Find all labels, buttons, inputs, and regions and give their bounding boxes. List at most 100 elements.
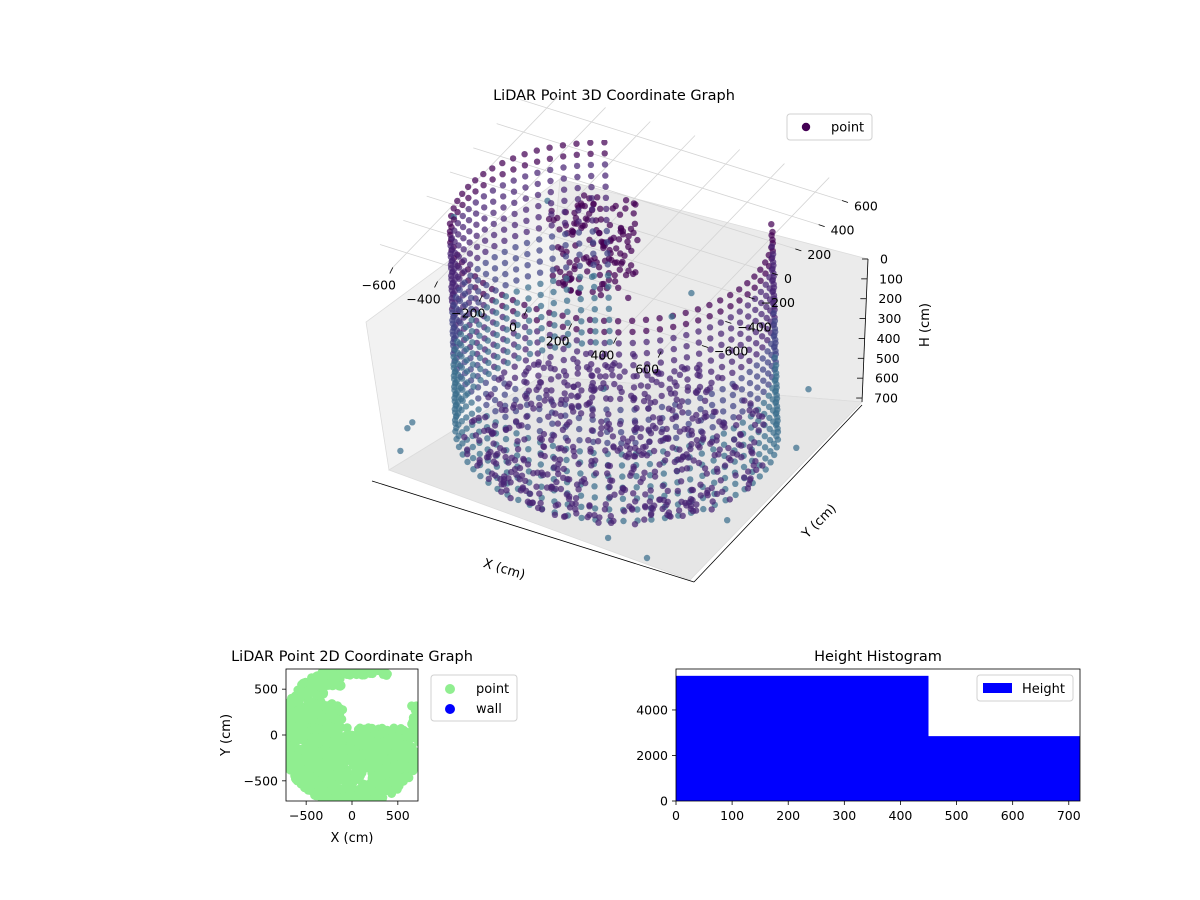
point-3d: [633, 405, 640, 412]
point-3d: [595, 264, 603, 271]
point-3d: [716, 446, 723, 453]
point-3d: [456, 275, 463, 282]
point-3d: [577, 470, 584, 477]
legend-marker-point: [445, 684, 455, 694]
point-3d: [534, 191, 542, 199]
point-2d: [298, 689, 308, 699]
point-3d: [552, 410, 559, 417]
chart-3d-ylabel: Y (cm): [799, 501, 840, 542]
point-2d: [300, 704, 310, 714]
point-3d: [464, 446, 471, 453]
point-3d: [514, 446, 522, 453]
point-3d: [488, 470, 496, 477]
point-3d: [752, 328, 760, 336]
point-3d: [607, 395, 614, 403]
point-3d: [547, 342, 554, 350]
point-3d: [476, 437, 483, 444]
point-3d: [556, 226, 563, 233]
point-3d: [576, 448, 583, 455]
point-3d: [629, 339, 636, 347]
point-3d: [651, 398, 659, 406]
point-2d: [404, 731, 414, 741]
point-3d: [713, 490, 721, 498]
point-3d: [482, 248, 489, 255]
point-3d: [569, 500, 576, 508]
point-3d: [485, 426, 492, 434]
point-3d: [643, 338, 650, 346]
point-3d: [591, 317, 599, 324]
point-3d: [487, 391, 495, 398]
point-3d: [560, 164, 567, 171]
point-3d: [459, 223, 467, 231]
point-3d: [576, 437, 583, 444]
point-3d: [535, 359, 542, 366]
point-3d: [614, 318, 622, 325]
point-3d: [573, 337, 580, 344]
point-3d: [761, 433, 768, 440]
point-3d: [455, 264, 463, 271]
point-3d: [683, 331, 690, 339]
point-3d: [575, 289, 583, 297]
point-3d: [521, 312, 528, 320]
point-3d: [521, 378, 528, 385]
point-3d: [599, 280, 606, 288]
chart-2d: LiDAR Point 2D Coordinate Graph −500 0 500…: [219, 649, 518, 846]
point-3d: [618, 260, 625, 267]
point-3d: [484, 315, 491, 322]
point-3d: [741, 474, 748, 481]
point-3d: [562, 242, 569, 249]
point-3d: [771, 343, 778, 350]
point-3d: [573, 151, 580, 158]
point-2d: [329, 780, 339, 790]
point-3d: [539, 347, 546, 354]
point-3d: [627, 262, 635, 269]
point-3d: [729, 369, 736, 376]
point-3d: [684, 398, 692, 405]
point-3d: [560, 153, 567, 160]
point-3d: [597, 205, 604, 212]
point-3d: [540, 430, 548, 438]
point-3d: [456, 286, 463, 293]
y-tick: [748, 296, 755, 300]
point-3d: [676, 403, 683, 410]
point-2d: [368, 786, 378, 796]
point-3d: [533, 386, 540, 393]
point-3d: [466, 239, 473, 246]
point-3d: [515, 343, 522, 351]
point-3d: [673, 382, 680, 389]
point-3d: [521, 162, 529, 169]
point-3d: [581, 202, 588, 210]
point-3d: [736, 319, 744, 326]
point-3d: [468, 410, 476, 417]
point-3d: [678, 364, 686, 371]
y-tick: [818, 224, 825, 228]
y-tick: [771, 272, 779, 276]
point-3d: [545, 360, 552, 367]
point-3d: [697, 481, 704, 488]
point-3d: [480, 193, 488, 200]
histogram-bars: [676, 675, 1080, 801]
point-3d: [535, 202, 542, 210]
point-3d: [706, 324, 714, 331]
point-3d: [518, 422, 525, 429]
point-3d: [576, 251, 583, 258]
point-3d: [746, 368, 753, 376]
point-3d: [561, 208, 568, 216]
point-3d: [547, 376, 555, 383]
point-3d: [631, 220, 639, 227]
point-3d: [720, 408, 727, 415]
point-3d: [752, 317, 759, 325]
point-2d: [331, 669, 339, 671]
point-3d: [671, 368, 678, 375]
point-3d: [658, 428, 665, 436]
point-3d: [513, 471, 520, 478]
point-3d: [701, 465, 709, 472]
point-3d: [657, 496, 664, 503]
point-3d: [727, 325, 735, 332]
point-3d: [725, 455, 732, 462]
point-3d: [708, 390, 715, 398]
point-3d: [706, 301, 713, 309]
point-3d: [492, 408, 499, 415]
point-3d: [610, 443, 617, 450]
point-3d: [533, 483, 540, 490]
